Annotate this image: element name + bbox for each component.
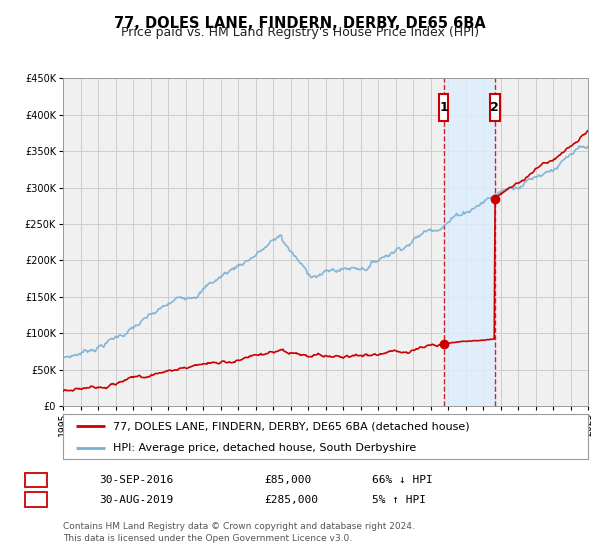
Text: 77, DOLES LANE, FINDERN, DERBY, DE65 6BA (detached house): 77, DOLES LANE, FINDERN, DERBY, DE65 6BA… bbox=[113, 422, 470, 432]
Text: 2: 2 bbox=[32, 494, 40, 505]
Text: 30-AUG-2019: 30-AUG-2019 bbox=[99, 494, 173, 505]
Text: £285,000: £285,000 bbox=[264, 494, 318, 505]
Text: 1: 1 bbox=[439, 101, 448, 114]
Text: Price paid vs. HM Land Registry's House Price Index (HPI): Price paid vs. HM Land Registry's House … bbox=[121, 26, 479, 39]
Text: £85,000: £85,000 bbox=[264, 475, 311, 485]
FancyBboxPatch shape bbox=[490, 94, 500, 122]
Text: 5% ↑ HPI: 5% ↑ HPI bbox=[372, 494, 426, 505]
Text: HPI: Average price, detached house, South Derbyshire: HPI: Average price, detached house, Sout… bbox=[113, 443, 416, 453]
FancyBboxPatch shape bbox=[439, 94, 448, 122]
Text: 66% ↓ HPI: 66% ↓ HPI bbox=[372, 475, 433, 485]
Text: 77, DOLES LANE, FINDERN, DERBY, DE65 6BA: 77, DOLES LANE, FINDERN, DERBY, DE65 6BA bbox=[114, 16, 486, 31]
Text: 30-SEP-2016: 30-SEP-2016 bbox=[99, 475, 173, 485]
Text: Contains HM Land Registry data © Crown copyright and database right 2024.
This d: Contains HM Land Registry data © Crown c… bbox=[63, 522, 415, 543]
Text: 1: 1 bbox=[32, 475, 40, 485]
Text: 2: 2 bbox=[490, 101, 499, 114]
Bar bbox=[443, 78, 495, 406]
